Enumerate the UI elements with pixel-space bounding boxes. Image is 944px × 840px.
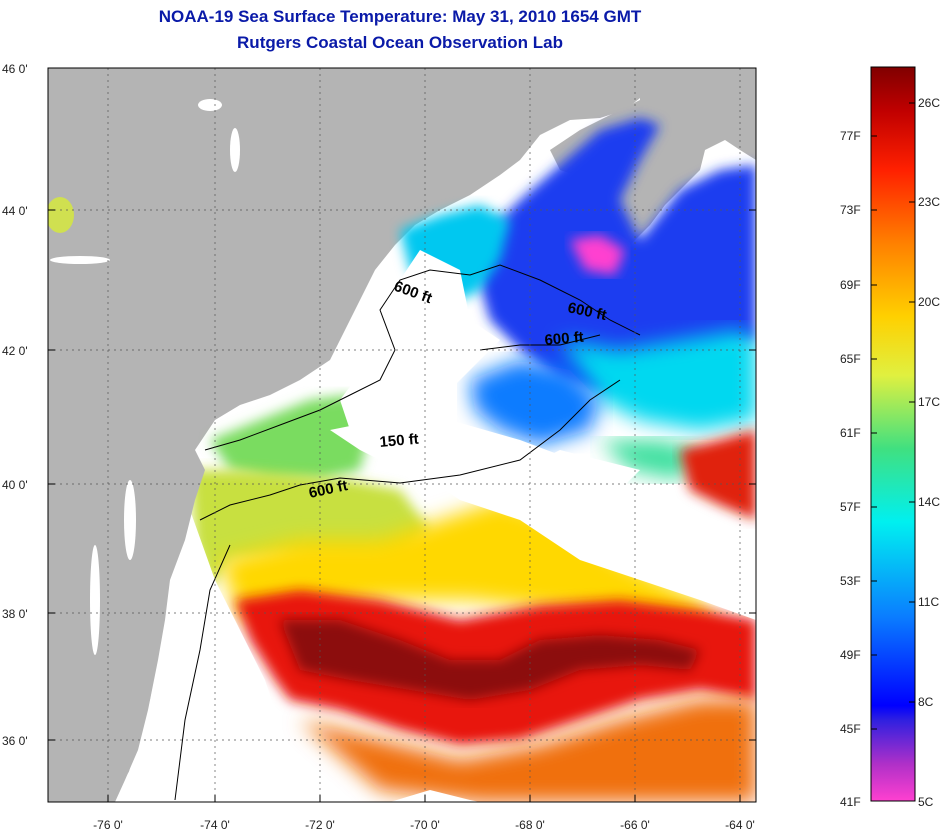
lon-label-68: -68 0' [515, 818, 545, 832]
axis-ticks [48, 209, 756, 802]
lon-label-70: -70 0' [410, 818, 440, 832]
graticule [48, 68, 756, 802]
colorbar-f-69: 69F [840, 278, 861, 292]
colorbar-f-53: 53F [840, 574, 861, 588]
depth-contours [174, 264, 641, 801]
colorbar-f-77: 77F [840, 129, 861, 143]
colorbar-c-23: 23C [918, 195, 941, 209]
colorbar-f-49: 49F [840, 648, 861, 662]
lat-label-46: 46 0' [2, 62, 28, 76]
colorbar-f-45: 45F [840, 722, 861, 736]
land-coast-overlay [48, 420, 205, 802]
cloud-mask [120, 250, 756, 802]
colorbar-ticks [871, 102, 915, 730]
colorbar-f-65: 65F [840, 352, 861, 366]
colorbar-c-14: 14C [918, 495, 941, 509]
colorbar-f-73: 73F [840, 203, 861, 217]
depth-label-150: 150 ft [379, 431, 420, 451]
colorbar-frame [870, 66, 916, 802]
land-water-features [48, 99, 240, 655]
colorbar-c-5: 5C [918, 795, 934, 809]
colorbar-f-41: 41F [840, 795, 861, 809]
depth-label-600-c: 600 ft [544, 329, 585, 349]
colorbar-c-17: 17C [918, 395, 941, 409]
lat-label-40: 40 0' [2, 478, 28, 492]
lat-label-44: 44 0' [2, 204, 28, 218]
lon-label-72: -72 0' [305, 818, 335, 832]
land-mass [48, 68, 650, 802]
map-frame [47, 67, 757, 803]
sst-imagery [190, 118, 756, 802]
colorbar-c-8: 8C [918, 695, 934, 709]
lon-label-64: -64 0' [725, 818, 755, 832]
colorbar-f-57: 57F [840, 500, 861, 514]
map-content: 600 ft 600 ft 600 ft 150 ft 600 ft [48, 68, 756, 802]
colorbar-c-26: 26C [918, 96, 941, 110]
colorbar-c-20: 20C [918, 295, 941, 309]
colorbar [871, 67, 915, 801]
map-title: NOAA-19 Sea Surface Temperature: May 31,… [158, 7, 642, 26]
lat-label-38: 38 0' [2, 607, 28, 621]
colorbar-c-11: 11C [918, 595, 940, 609]
map-subtitle: Rutgers Coastal Ocean Observation Lab [237, 33, 563, 52]
colorbar-f-61: 61F [840, 426, 861, 440]
lon-label-76: -76 0' [93, 818, 123, 832]
lat-label-36: 36 0' [2, 734, 28, 748]
lat-label-42: 42 0' [2, 344, 28, 358]
lon-label-66: -66 0' [620, 818, 650, 832]
lon-label-74: -74 0' [200, 818, 230, 832]
